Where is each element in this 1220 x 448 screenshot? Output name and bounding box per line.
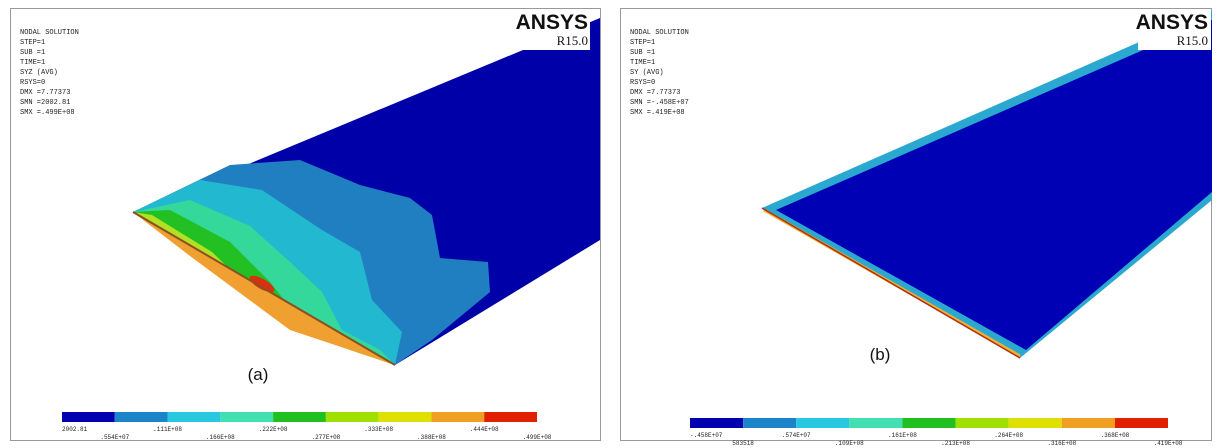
logo-brand: ANSYS [516,11,588,34]
logo-box [1138,10,1211,50]
header-line: SY (AVG) [630,69,664,77]
legend-band [1008,418,1062,428]
legend-band [325,412,379,422]
legend-band [796,418,850,428]
header-line: SUB =1 [20,49,45,57]
caption: (a) [248,365,269,384]
legend-band [62,412,115,422]
legend-label: .444E+08 [470,426,499,433]
legend-label: 583518 [732,440,754,447]
header-line: SMN =-.458E+07 [630,99,689,107]
legend-label: .554E+07 [100,434,129,441]
legend-label: .316E+08 [1047,440,1076,447]
logo-release: R15.0 [557,33,588,48]
legend-label: .419E+08 [1154,440,1183,447]
header-line: TIME=1 [20,59,45,67]
header-line: NODAL SOLUTION [20,29,79,37]
header-line: DMX =7.77373 [20,89,70,97]
logo-release: R15.0 [1177,33,1208,48]
header-line: DMX =7.77373 [630,89,680,97]
legend-label: .499E+08 [523,434,552,441]
header-line: STEP=1 [20,39,45,47]
legend-band [849,418,903,428]
legend-band [220,412,274,422]
legend-label: .388E+08 [417,434,446,441]
legend-label: -.458E+07 [690,432,723,439]
logo-brand: ANSYS [1136,11,1208,34]
header-line: SUB =1 [630,49,655,57]
legend-label: .166E+08 [206,434,235,441]
header-line: SMN =2002.81 [20,99,70,107]
legend-label: .368E+08 [1100,432,1129,439]
logo-box [510,10,590,50]
legend-band [167,412,221,422]
legend-band [902,418,956,428]
header-line: TIME=1 [630,59,655,67]
legend-label: .277E+08 [311,434,340,441]
legend-band [273,412,326,422]
header-line: RSYS=0 [20,79,45,87]
header-line: RSYS=0 [630,79,655,87]
legend-band [114,412,168,422]
header-line: SMX =.499E+08 [20,109,75,117]
legend-label: .111E+08 [153,426,182,433]
legend-band [378,412,432,422]
legend-band [431,412,485,422]
legend-label: 2002.81 [62,426,88,433]
header-line: SYZ (AVG) [20,69,58,77]
legend-band [1061,418,1115,428]
header-line: STEP=1 [630,39,655,47]
header-line: NODAL SOLUTION [630,29,689,37]
legend-band [1114,418,1168,428]
legend-label: .222E+08 [259,426,288,433]
legend-band [484,412,537,422]
legend-band [955,418,1009,428]
legend-label: .574E+07 [782,432,811,439]
contour-plot [761,10,1212,359]
legend-label: .109E+08 [835,440,864,447]
legend-label: .161E+08 [888,432,917,439]
legend-band [690,418,744,428]
caption: (b) [870,345,891,364]
legend-label: .213E+08 [941,440,970,447]
legend-band [743,418,797,428]
contour-plot [132,18,600,366]
legend-label: .333E+08 [364,426,393,433]
header-line: SMX =.419E+08 [630,109,685,117]
legend-label: .264E+08 [994,432,1023,439]
